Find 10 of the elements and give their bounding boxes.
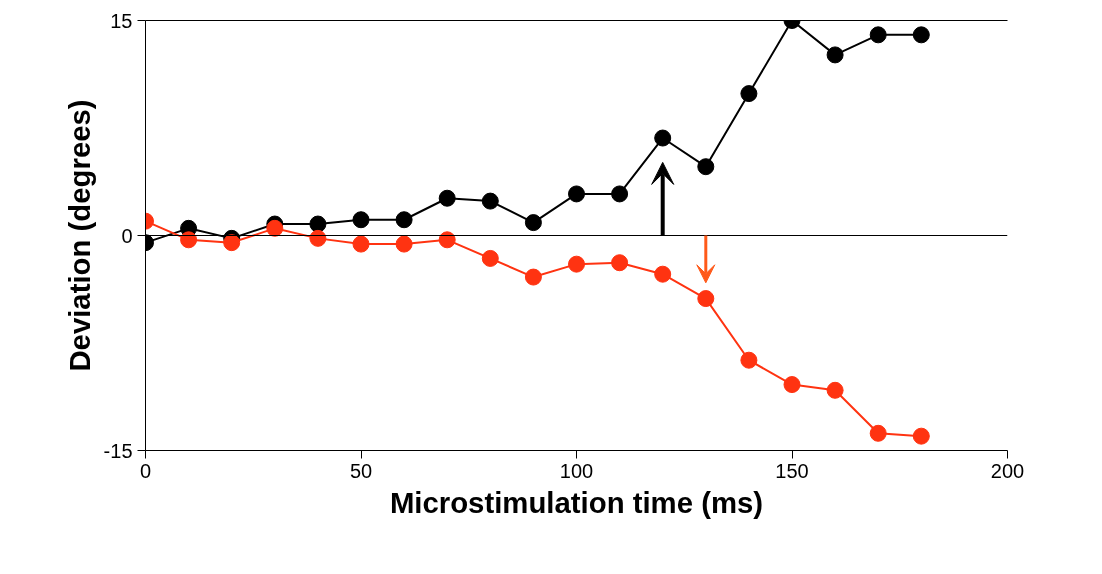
- y-tick-label: -15: [103, 439, 133, 462]
- y-axis-title: Deviation (degrees): [62, 99, 96, 372]
- y-tick-label: 0: [121, 224, 133, 247]
- y-tick-label: 15: [110, 9, 133, 32]
- x-tick-label: 150: [775, 459, 809, 482]
- x-tick-label: 200: [990, 459, 1025, 482]
- x-tick-label: 100: [559, 459, 594, 482]
- x-tick-label: 50: [349, 459, 373, 482]
- x-axis-title: Microstimulation time (ms): [389, 485, 764, 519]
- x-tick-label: 0: [139, 459, 152, 482]
